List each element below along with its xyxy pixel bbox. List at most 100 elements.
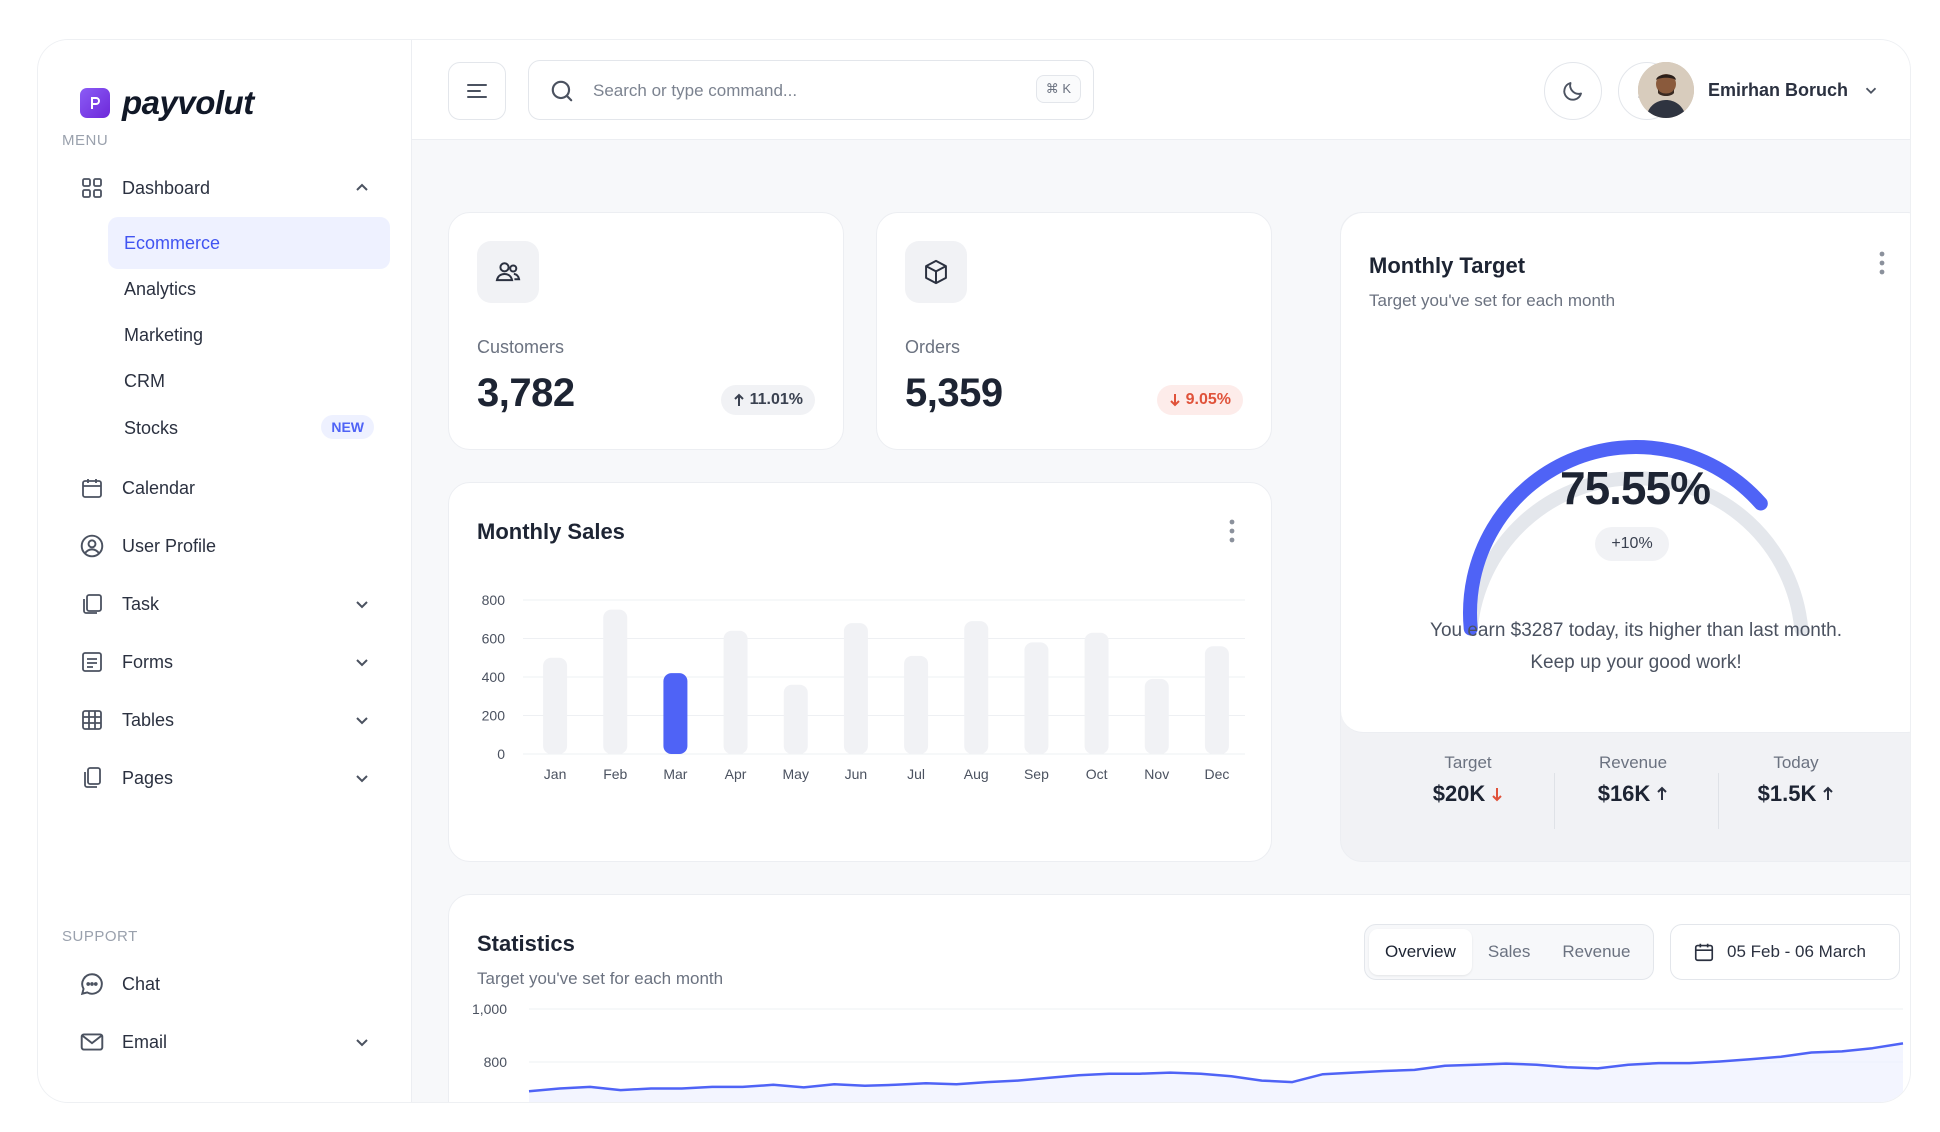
chat-icon [78, 970, 106, 998]
bar-jul [904, 655, 929, 754]
sidebar-toggle-button[interactable] [448, 62, 506, 120]
orders-value: 5,359 [905, 371, 1003, 415]
brand-name: payvolut [122, 84, 254, 121]
bar-dec [1204, 646, 1229, 754]
x-tick-label: Jul [907, 766, 925, 782]
sidebar-item-user-profile[interactable]: User Profile [72, 522, 392, 570]
x-tick-label: Apr [725, 766, 747, 782]
forms-icon [78, 648, 106, 676]
series-area [529, 1043, 1903, 1102]
chevron-up-icon[interactable] [352, 178, 372, 198]
more-options-icon[interactable] [1229, 519, 1235, 543]
series-line [528, 1042, 1904, 1093]
sidebar-item-task[interactable]: Task [72, 580, 392, 628]
y-tick-label: 800 [482, 592, 506, 608]
summary-value: $1.5K [1757, 781, 1817, 806]
theme-toggle-button[interactable] [1544, 62, 1602, 120]
arrow-up-icon [733, 393, 744, 406]
x-tick-label: Sep [1024, 766, 1049, 782]
chevron-down-icon[interactable] [352, 1032, 372, 1052]
sidebar-item-chat[interactable]: Chat [72, 960, 392, 1008]
menu-section-label: MENU [62, 132, 109, 149]
customers-change-badge: 11.01% [720, 385, 815, 415]
chevron-down-icon[interactable] [352, 652, 372, 672]
target-message-line2: Keep up your good work! [1530, 652, 1742, 673]
customers-card: Customers 3,782 11.01% [448, 212, 844, 450]
sidebar: payvolut MENU Dashboard Ecommerce Analyt… [38, 40, 412, 1102]
tab-revenue[interactable]: Revenue [1562, 942, 1631, 961]
sidebar-item-email[interactable]: Email [72, 1018, 392, 1066]
search-bar[interactable]: ⌘ K [528, 60, 1094, 120]
tab-overview[interactable]: Overview [1369, 929, 1472, 975]
sidebar-subitem-label: Ecommerce [124, 232, 221, 253]
box-icon [905, 241, 967, 303]
target-change-badge: +10% [1595, 527, 1669, 561]
orders-change-badge: 9.05% [1156, 385, 1243, 415]
mail-icon [78, 1028, 106, 1056]
avatar [1637, 62, 1694, 118]
chevron-down-icon [1865, 87, 1877, 94]
sidebar-item-pages[interactable]: Pages [72, 754, 392, 802]
orders-label: Orders [905, 337, 961, 357]
y-tick-label: 200 [482, 708, 506, 724]
more-options-icon[interactable] [1879, 251, 1885, 275]
bar-jun [843, 623, 868, 754]
y-tick-label: 400 [482, 669, 506, 685]
sidebar-item-label: Tables [122, 709, 175, 730]
sidebar-item-tables[interactable]: Tables [72, 696, 392, 744]
arrow-up-icon [1657, 786, 1668, 800]
x-tick-label: Nov [1144, 766, 1169, 782]
y-tick-label: 600 [482, 631, 506, 647]
bar-sep [1024, 642, 1049, 754]
support-section-label: SUPPORT [62, 928, 138, 945]
tab-sales[interactable]: Sales [1487, 942, 1531, 961]
sidebar-subitem-stocks[interactable]: Stocks NEW [108, 402, 390, 454]
monthly-target-title: Monthly Target [1369, 253, 1526, 278]
user-menu[interactable]: Emirhan Boruch [1637, 60, 1880, 120]
statistics-subtitle: Target you've set for each month [477, 969, 724, 988]
statistics-card: Statistics Target you've set for each mo… [448, 894, 1910, 1102]
brand-logo[interactable]: payvolut [80, 84, 254, 122]
summary-divider [1718, 773, 1719, 829]
user-circle-icon [78, 532, 106, 560]
sidebar-subitem-marketing[interactable]: Marketing [108, 309, 390, 361]
chevron-down-icon[interactable] [352, 768, 372, 788]
chevron-down-icon[interactable] [352, 710, 372, 730]
x-tick-label: Jun [845, 766, 868, 782]
sidebar-item-label: User Profile [122, 535, 217, 556]
x-tick-label: Dec [1204, 766, 1229, 782]
sidebar-item-label: Email [122, 1031, 168, 1052]
sidebar-subitem-ecommerce[interactable]: Ecommerce [108, 217, 390, 269]
grid-icon [78, 174, 106, 202]
x-tick-label: Feb [603, 766, 627, 782]
summary-value: $16K [1597, 781, 1651, 806]
sidebar-item-calendar[interactable]: Calendar [72, 464, 392, 512]
sidebar-subitem-crm[interactable]: CRM [108, 355, 390, 407]
sidebar-item-dashboard[interactable]: Dashboard [72, 164, 392, 212]
sidebar-item-forms[interactable]: Forms [72, 638, 392, 686]
x-tick-label: Aug [964, 766, 989, 782]
target-gauge [1463, 440, 1809, 636]
shortcut-hint: ⌘ K [1035, 75, 1081, 103]
sidebar-subitem-analytics[interactable]: Analytics [108, 263, 390, 315]
y-tick-label: 800 [484, 1054, 508, 1070]
chevron-down-icon[interactable] [352, 594, 372, 614]
date-range-label: 05 Feb - 06 March [1727, 942, 1866, 961]
monthly-target-card: Monthly Target Target you've set for eac… [1340, 212, 1910, 862]
sidebar-subitem-label: CRM [124, 370, 165, 391]
monthly-sales-card: Monthly Sales 800 600 400 200 0 Jan Feb Mar Apr M… [448, 482, 1272, 862]
arrow-down-icon [1169, 394, 1180, 407]
moon-icon [1563, 82, 1582, 101]
bar-feb [603, 609, 628, 754]
search-input[interactable] [593, 75, 993, 107]
date-range-button[interactable]: 05 Feb - 06 March [1670, 924, 1900, 980]
target-summary-today: Today $1.5K [1716, 753, 1876, 807]
x-tick-label: May [783, 766, 809, 782]
target-percent: 75.55% [1559, 462, 1711, 514]
bar-oct [1084, 632, 1109, 754]
users-icon [477, 241, 539, 303]
summary-label: Target [1444, 753, 1492, 772]
bar-nov [1144, 678, 1169, 754]
sidebar-item-label: Calendar [122, 477, 196, 498]
target-message-line1: You earn $3287 today, its higher than la… [1430, 620, 1842, 641]
